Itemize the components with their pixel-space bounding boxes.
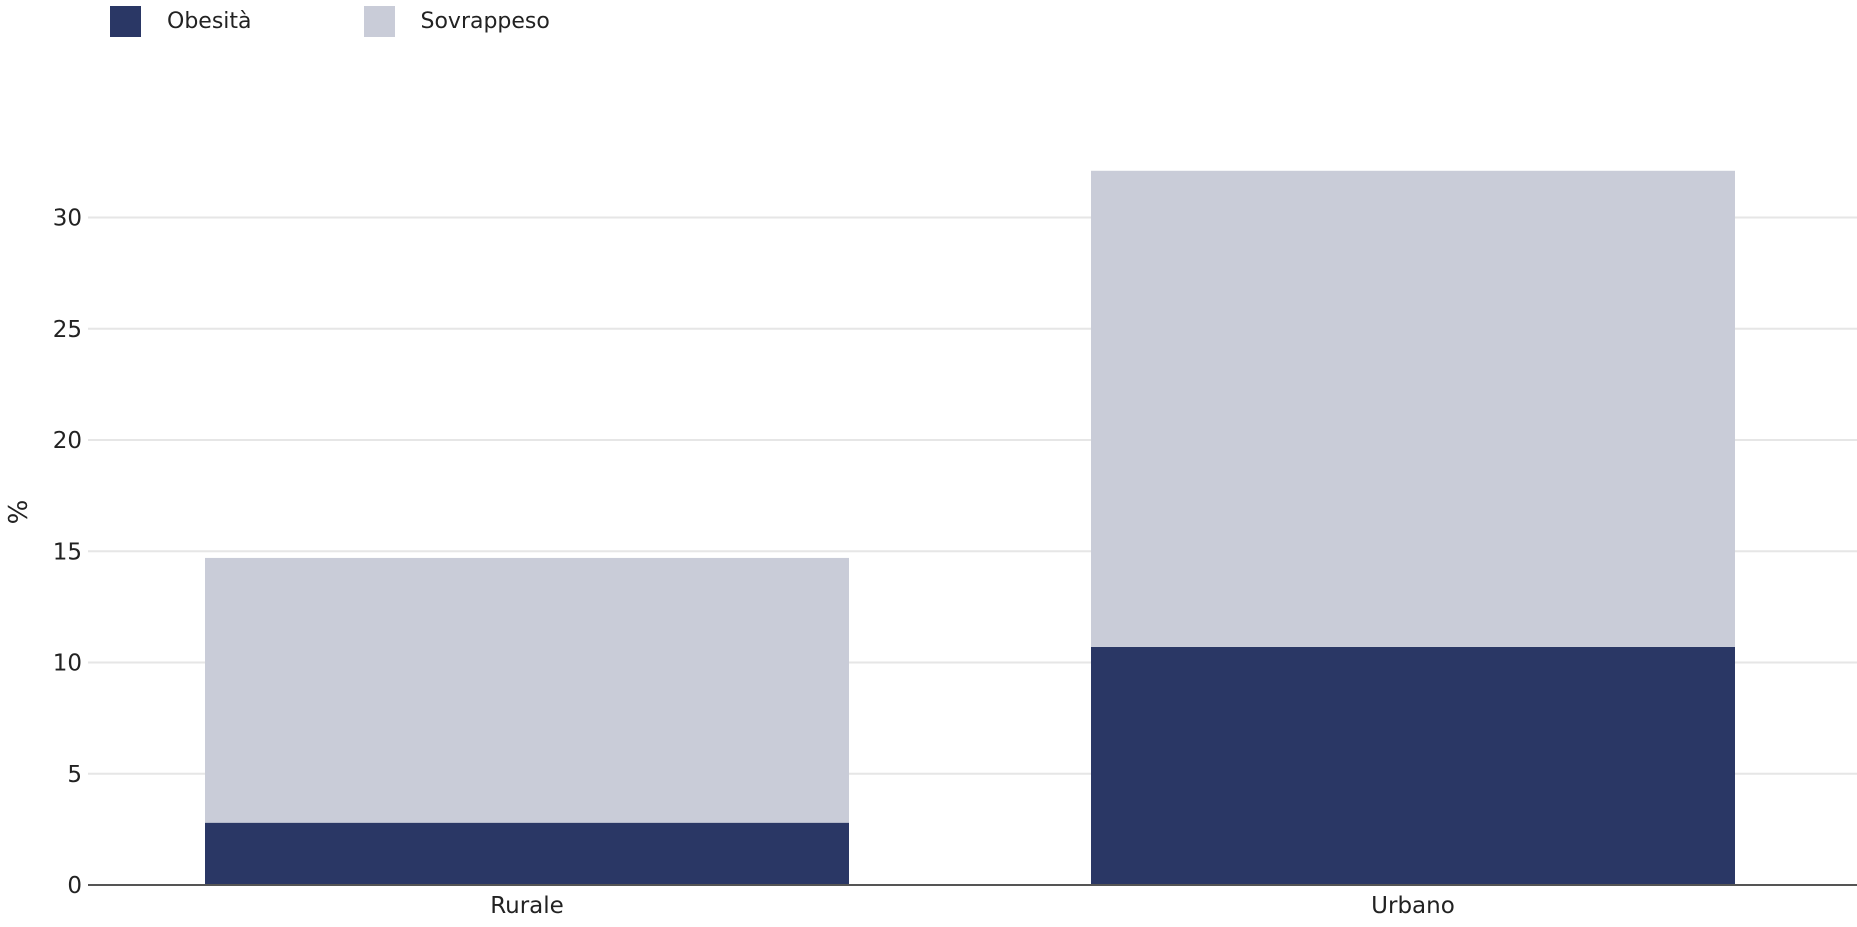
y-axis-ticks: 0 5 10 15 20 25 30: [53, 206, 82, 900]
bar-rurale-obesita: [205, 822, 849, 885]
y-tick-label: 0: [67, 873, 82, 899]
legend-label-obesita: Obesità: [167, 9, 252, 34]
legend-swatch-sovrappeso: [363, 6, 395, 37]
y-axis-label: %: [4, 500, 34, 525]
bar-urbano-sovrappeso: [1091, 170, 1735, 647]
x-axis-ticks: Rurale Urbano: [490, 893, 1455, 919]
x-tick-label: Urbano: [1371, 893, 1455, 919]
legend-swatch-obesita: [110, 6, 141, 37]
bar-urbano-obesita: [1091, 646, 1735, 885]
y-tick-label: 5: [67, 762, 82, 788]
bar-rurale-sovrappeso: [205, 557, 849, 823]
y-tick-label: 10: [53, 651, 82, 677]
x-tick-label: Rurale: [490, 893, 564, 919]
bars: [205, 170, 1735, 885]
legend-item-sovrappeso: Sovrappeso: [363, 6, 550, 37]
y-tick-label: 30: [53, 206, 82, 232]
legend: Obesità Sovrappeso: [110, 6, 662, 37]
y-tick-label: 25: [53, 317, 82, 343]
legend-item-obesita: Obesità: [110, 6, 252, 37]
legend-label-sovrappeso: Sovrappeso: [420, 9, 550, 34]
y-tick-label: 15: [53, 539, 82, 565]
y-tick-label: 20: [53, 428, 82, 454]
